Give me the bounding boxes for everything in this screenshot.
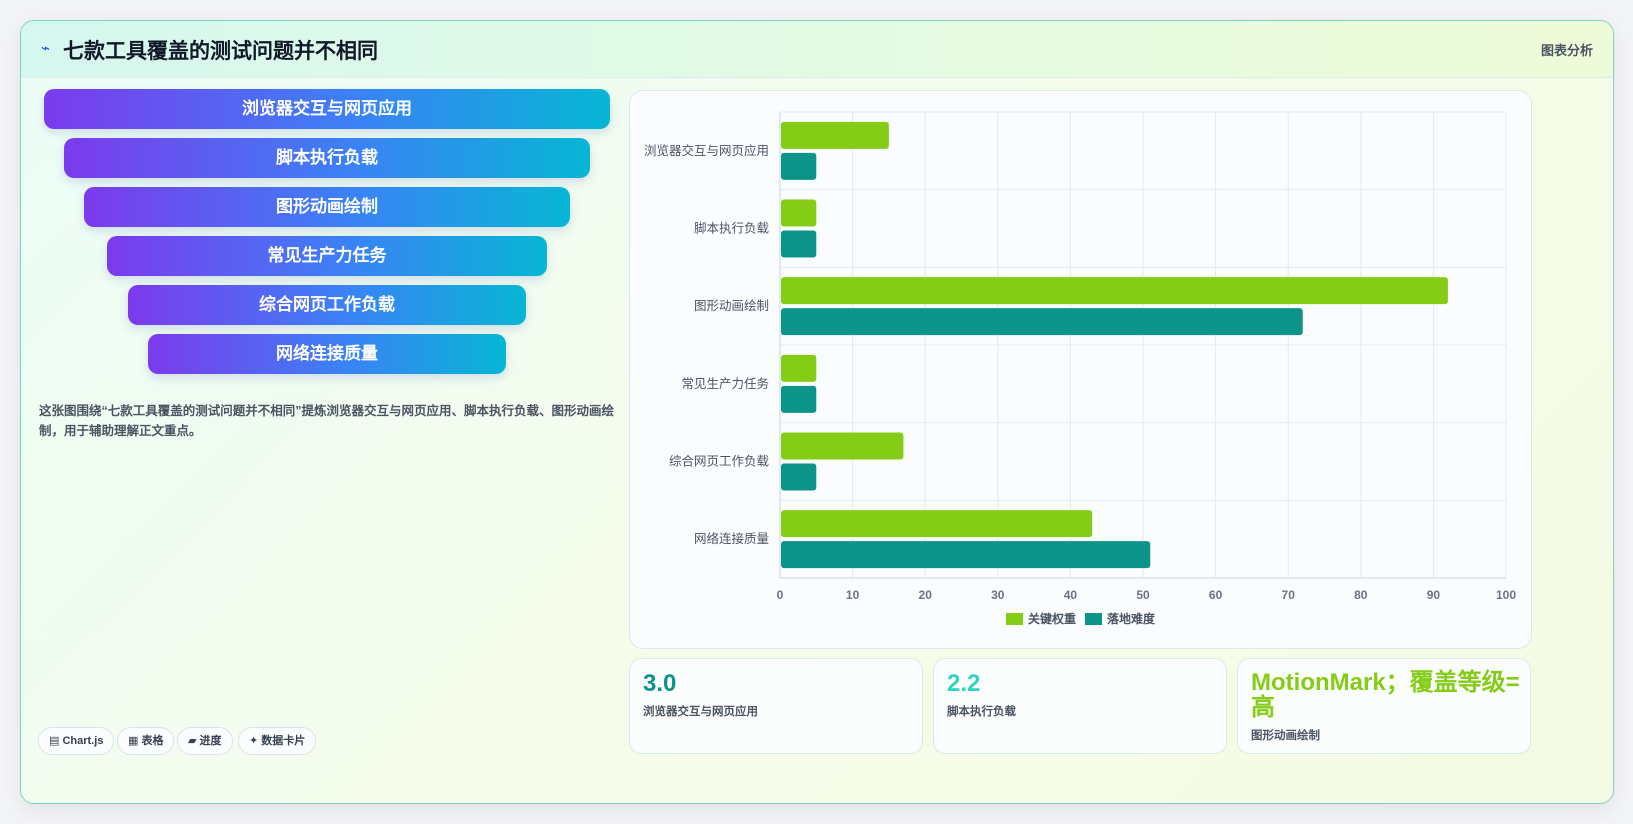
bar-difficulty [781,308,1303,336]
funnel-step-2: 脚本执行负载 [64,138,590,178]
bar-difficulty [781,152,817,180]
legend-label: 关键权重 [1028,611,1076,626]
y-tick-label: 常见生产力任务 [681,376,769,391]
x-tick-label: 80 [1354,588,1368,602]
stat-label-2: 脚本执行负载 [947,706,1016,718]
stat-label-1: 浏览器交互与网页应用 [643,706,758,718]
funnel-step-1: 浏览器交互与网页应用 [44,89,610,129]
y-tick-label: 综合网页工作负载 [669,454,770,469]
x-tick-label: 40 [1064,588,1078,602]
tag-data-card[interactable]: ✦ 数据卡片 [238,727,317,755]
stat-value-1: 3.0 [643,670,677,697]
chart-card: ⌁ 七款工具覆盖的测试问题并不相同 图表分析 浏览器交互与网页应用 脚本执行负载… [20,20,1614,804]
card-header: ⌁ 七款工具覆盖的测试问题并不相同 图表分析 [21,21,1613,78]
bar-difficulty [781,385,817,413]
tag-table[interactable]: ▦ 表格 [117,727,175,755]
tag-progress[interactable]: ▰ 进度 [177,727,233,755]
bar-key-weight [781,510,1093,538]
legend-swatch [1006,613,1023,625]
bar-chart: 0 10 20 30 40 50 60 70 80 90 100 浏览器交互与网页应用脚本执行负载图形… [644,111,1516,626]
bar-difficulty [781,230,817,258]
x-tick-label: 30 [991,588,1005,602]
x-tick-label: 20 [919,588,933,602]
legend-label: 落地难度 [1107,611,1156,626]
chart-description: 这张图围绕“七款工具覆盖的测试问题并不相同”提炼浏览器交互与网页应用、脚本执行负… [39,404,615,438]
funnel-step-6: 网络连接质量 [148,334,506,374]
stat-value-3: MotionMark；覆盖等级=高 [1251,669,1520,721]
stat-card-2: 2.2 脚本执行负载 [933,658,1227,754]
legend-swatch [1085,613,1102,625]
bar-key-weight [781,199,817,227]
x-tick-label: 90 [1427,588,1441,602]
x-tick-label: 70 [1282,588,1296,602]
tag-chartjs[interactable]: ▤ Chart.js [38,727,115,755]
funnel-step-4: 常见生产力任务 [107,236,547,276]
stat-label-3: 图形动画绘制 [1251,730,1320,742]
y-tick-label: 图形动画绘制 [694,298,769,313]
y-tick-label: 脚本执行负载 [694,221,770,236]
x-tick-label: 100 [1496,588,1516,602]
bar-difficulty [781,463,817,491]
funnel-step-3: 图形动画绘制 [84,187,570,227]
bar-key-weight [781,432,904,460]
x-tick-label: 10 [846,588,860,602]
chart-icon: ⌁ [41,40,51,57]
bar-chart-panel: 0 10 20 30 40 50 60 70 80 90 100 浏览器交互与网页应用脚本执行负载 图形… [629,90,1532,649]
bar-key-weight [781,277,1448,305]
y-tick-label: 网络连接质量 [694,531,769,546]
x-tick-label: 50 [1136,588,1150,602]
stat-value-2: 2.2 [947,670,981,697]
chart-analysis-label[interactable]: 图表分析 [1540,43,1593,58]
page-title: 七款工具覆盖的测试问题并不相同 [63,40,378,63]
stat-card-3: MotionMark；覆盖等级=高 图形动画绘制 [1237,658,1531,754]
x-tick-label: 0 [777,588,784,602]
funnel-step-5: 综合网页工作负载 [128,285,526,325]
bar-key-weight [781,354,817,382]
y-tick-label: 浏览器交互与网页应用 [644,143,769,158]
bar-key-weight [781,121,889,149]
x-tick-label: 60 [1209,588,1223,602]
stat-card-1: 3.0 浏览器交互与网页应用 [629,658,923,754]
bar-difficulty [781,541,1151,569]
